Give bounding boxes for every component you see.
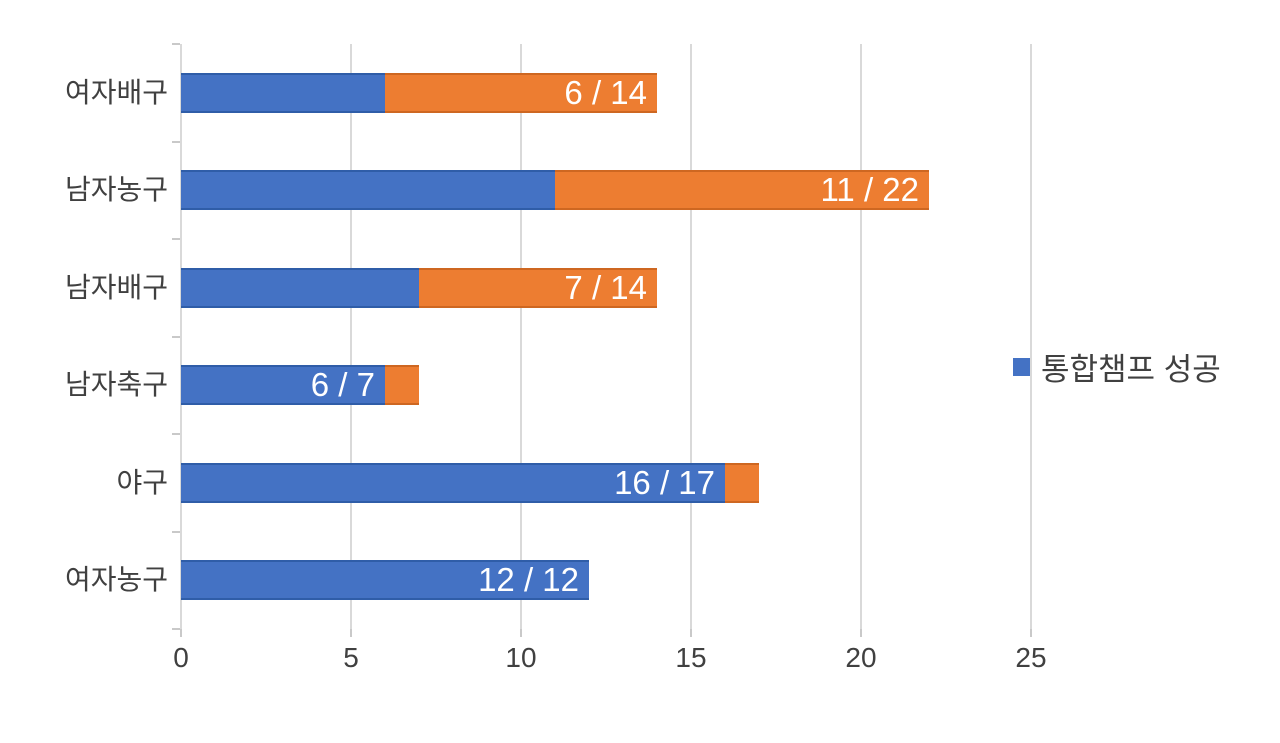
y-axis-tick-1 [172, 141, 180, 143]
y-axis-tick-6 [172, 628, 180, 630]
y-axis-tick-4 [172, 433, 180, 435]
bar-data-label-1: 11 / 22 [820, 171, 919, 208]
x-axis-tick-10 [520, 629, 522, 637]
bar-data-label-0: 6 / 14 [564, 74, 647, 111]
gridline-x-25 [1030, 44, 1032, 629]
x-axis-tick-20 [860, 629, 862, 637]
x-tick-label-15: 15 [675, 642, 707, 673]
bar-segment-blue-1 [181, 170, 555, 210]
x-tick-label-0: 0 [173, 642, 189, 673]
bar-data-label-2: 7 / 14 [564, 269, 647, 306]
bar-segment-orange-1 [555, 170, 929, 210]
y-axis-tick-5 [172, 531, 180, 533]
category-label-3: 남자축구 [64, 369, 168, 400]
gridline-x-20 [860, 44, 862, 629]
category-label-1: 남자농구 [64, 174, 168, 205]
bar-data-label-4: 16 / 17 [614, 464, 715, 501]
x-axis-tick-5 [350, 629, 352, 637]
category-label-2: 남자배구 [64, 272, 168, 303]
bar-segment-orange-0 [385, 73, 657, 113]
x-tick-label-25: 25 [1015, 642, 1047, 673]
bar-segment-blue-0 [181, 73, 385, 113]
bar-data-label-5: 12 / 12 [478, 561, 579, 598]
x-tick-label-20: 20 [845, 642, 877, 673]
bar-segment-blue-2 [181, 268, 419, 308]
legend-label: 통합챔프 성공 [1041, 352, 1221, 387]
gridline-x-10 [520, 44, 522, 629]
category-label-5: 여자농구 [64, 564, 168, 595]
bar-segment-orange-4 [725, 463, 759, 503]
gridline-x-5 [350, 44, 352, 629]
y-axis-tick-0 [172, 43, 180, 45]
y-axis-tick-2 [172, 238, 180, 240]
bar-data-label-3: 6 / 7 [310, 366, 375, 403]
bar-segment-blue-3 [181, 365, 385, 405]
x-axis-tick-25 [1030, 629, 1032, 637]
x-tick-label-10: 10 [505, 642, 537, 673]
gridline-x-0 [180, 44, 182, 629]
category-label-4: 야구 [116, 467, 168, 498]
x-axis-tick-0 [180, 629, 182, 637]
legend-marker-square [1013, 357, 1031, 376]
bar-segment-blue-5 [181, 560, 589, 600]
x-axis-tick-15 [690, 629, 692, 637]
gridline-x-15 [690, 44, 692, 629]
x-tick-label-5: 5 [343, 642, 359, 673]
y-axis-tick-3 [172, 336, 180, 338]
legend: 통합챔프 성공 [1013, 344, 1221, 389]
bar-segment-blue-4 [181, 463, 725, 503]
bar-segment-orange-2 [419, 268, 657, 308]
category-label-0: 여자배구 [64, 77, 168, 108]
bar-segment-orange-3 [385, 365, 419, 405]
